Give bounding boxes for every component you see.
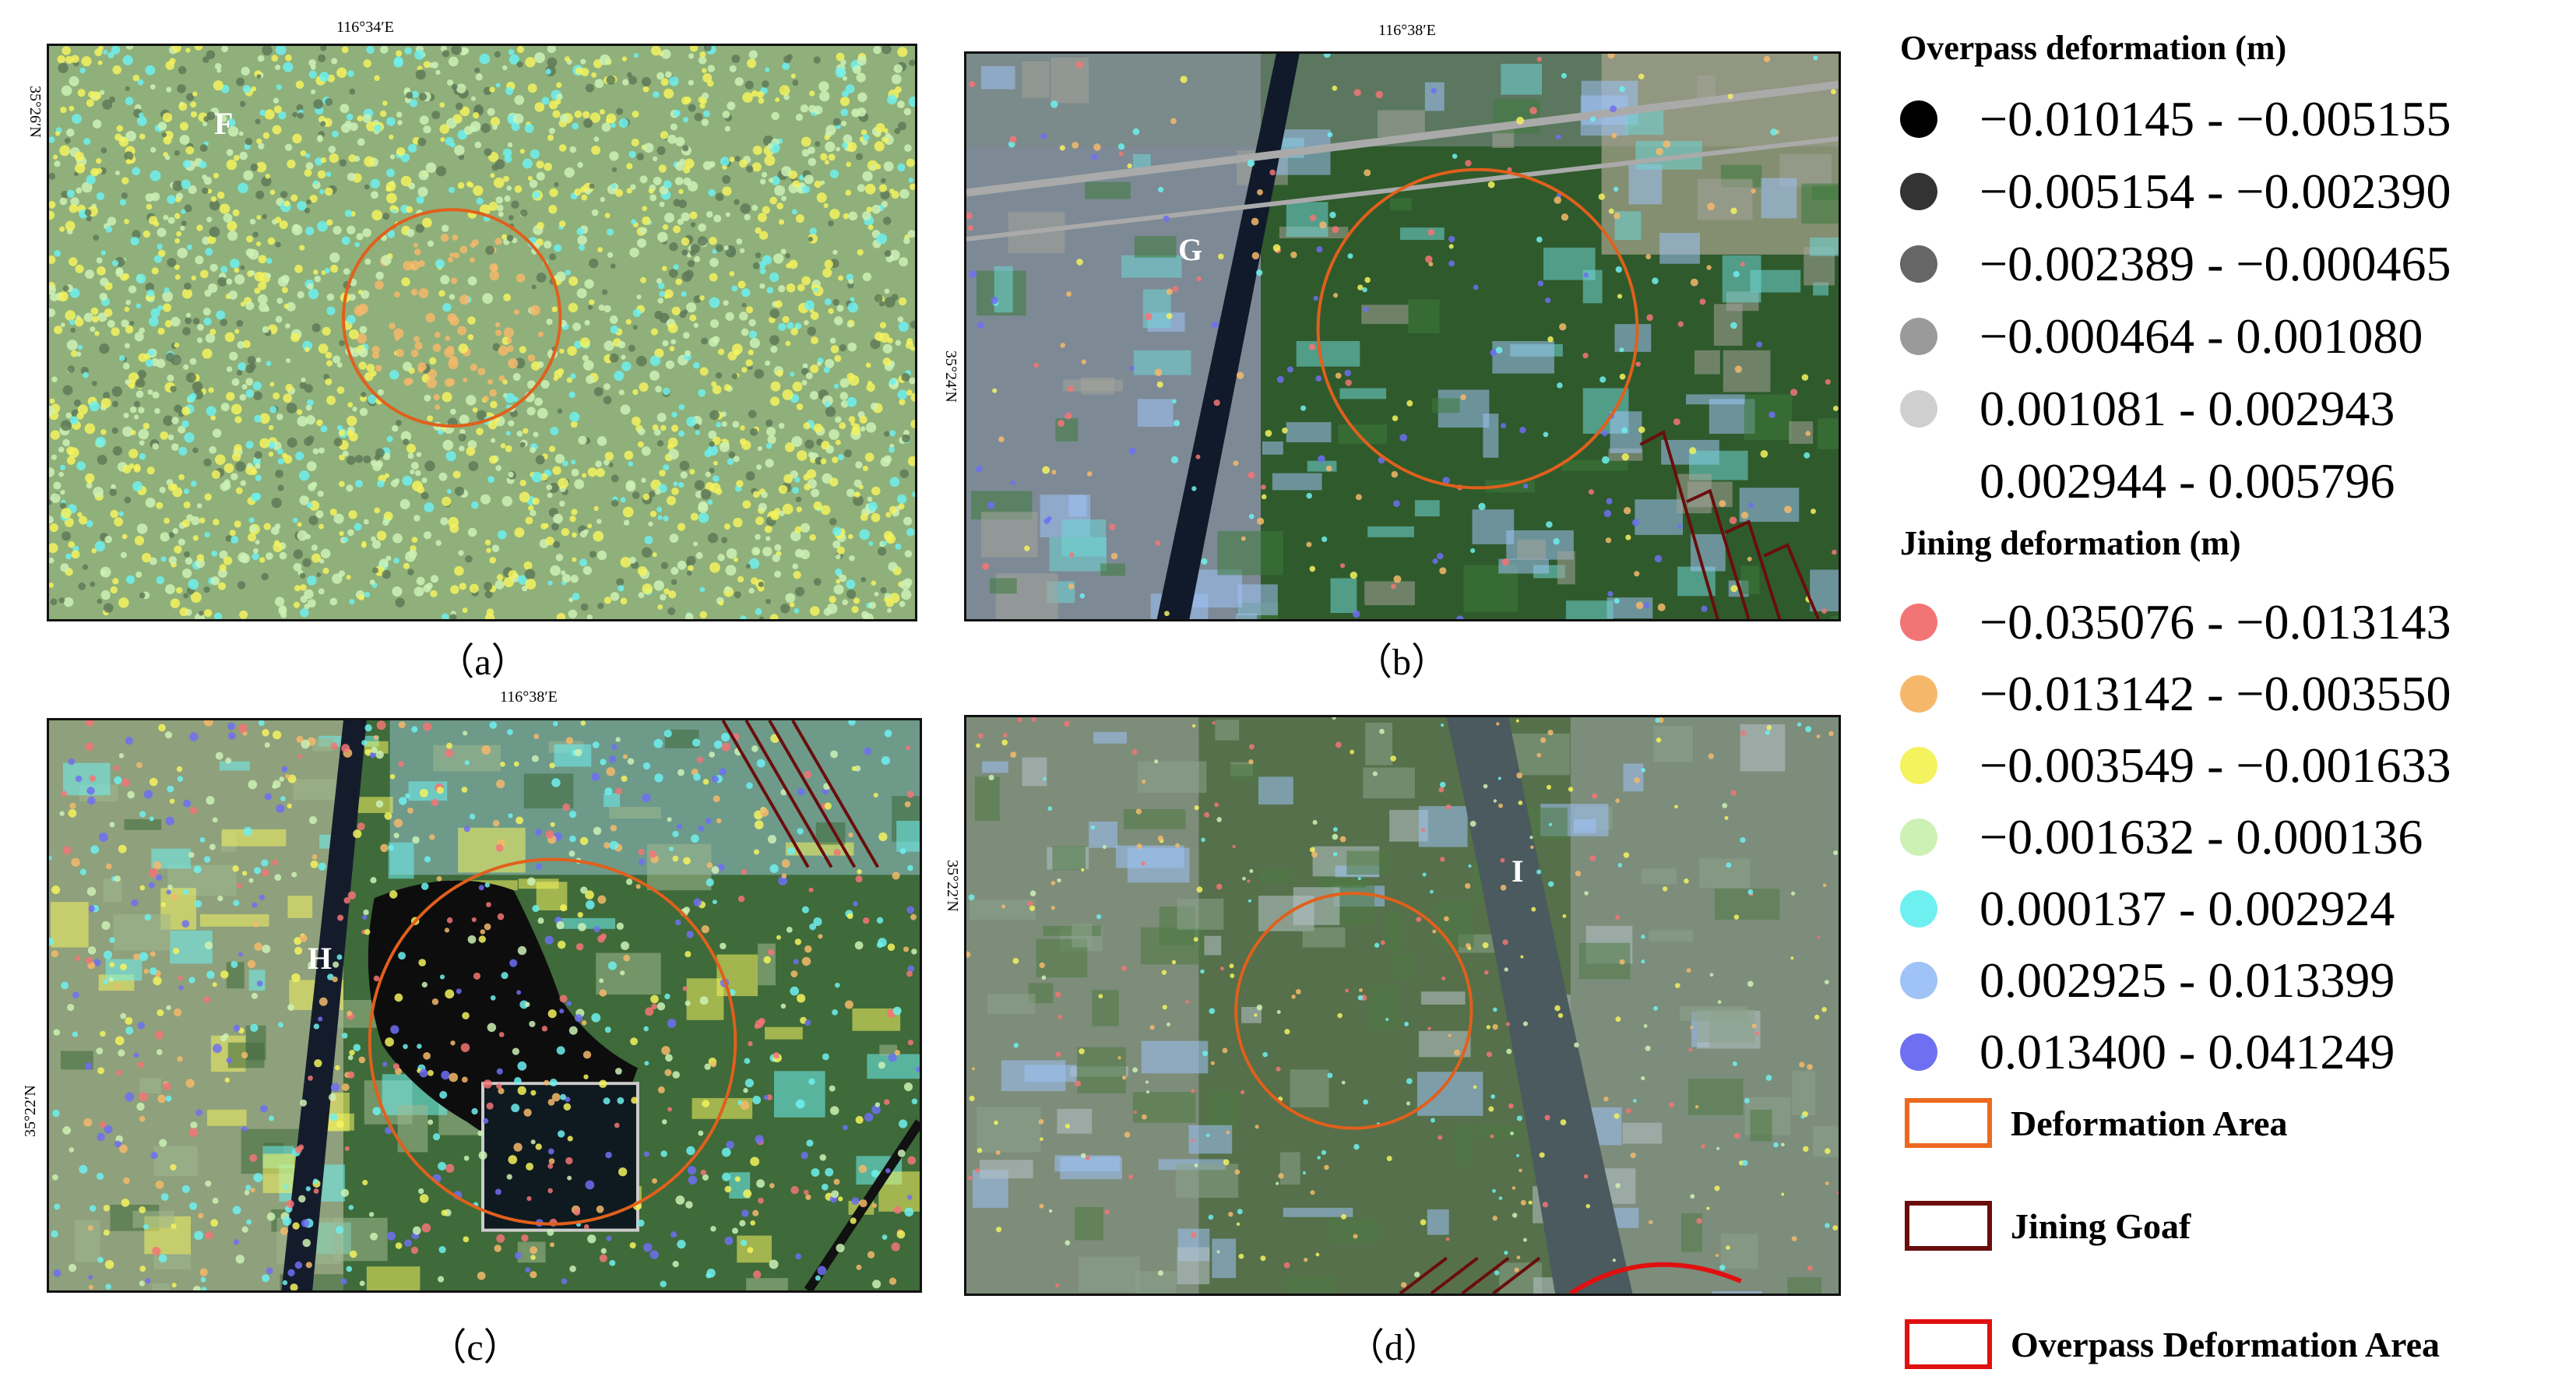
legend-range-label: −0.001632 - 0.000136 — [1980, 809, 2423, 864]
legend-range-label: 0.002944 - 0.005796 — [1980, 453, 2395, 509]
legend-area-label: Jining Goaf — [2011, 1206, 2191, 1246]
latitude-label-d: 35°22′N — [944, 860, 961, 912]
legend-symbol-dot — [1900, 675, 1937, 713]
legend-symbol-dot — [1900, 318, 1937, 355]
legend-row: −0.035076 - −0.013143 — [1900, 594, 2451, 649]
legend-area-label: Overpass Deformation Area — [2011, 1324, 2441, 1364]
legend-range-label: 0.002925 - 0.013399 — [1980, 952, 2395, 1008]
legend-symbol-dot — [1900, 100, 1937, 138]
map-a-image — [49, 46, 915, 619]
jining-goaf-c — [721, 720, 880, 868]
legend-area-box — [1905, 1098, 1992, 1148]
legend-area-row: Overpass Deformation Area — [1905, 1319, 2440, 1369]
legend-row: −0.010145 - −0.005155 — [1900, 91, 2451, 146]
jining-goaf-d — [1399, 1256, 1541, 1294]
longitude-label-b: 116°38′E — [1378, 22, 1436, 39]
legend-symbol-dot — [1900, 747, 1937, 784]
map-d-image — [966, 717, 1839, 1294]
legend-symbol-dot — [1900, 1033, 1937, 1071]
legend-row: 0.000137 - 0.002924 — [1900, 881, 2395, 936]
legend-row: −0.000464 - 0.001080 — [1900, 308, 2423, 364]
map-panel-d: I — [964, 715, 1841, 1296]
legend-range-label: −0.000464 - 0.001080 — [1980, 308, 2423, 364]
deformation-area-circle-b — [1316, 167, 1639, 490]
legend-row: −0.005154 - −0.002390 — [1900, 164, 2451, 219]
caption-a: （a） — [437, 642, 529, 683]
legend-range-label: −0.013142 - −0.003550 — [1980, 666, 2451, 721]
legend-range-label: −0.002389 - −0.000465 — [1980, 236, 2451, 291]
legend-range-label: −0.003549 - −0.001633 — [1980, 737, 2451, 793]
legend-symbol-dot — [1900, 245, 1937, 283]
legend-range-label: −0.005154 - −0.002390 — [1980, 164, 2451, 219]
latitude-label-b: 35°24′N — [942, 350, 959, 403]
legend-range-label: 0.001081 - 0.002943 — [1980, 381, 2395, 436]
legend-overpass-title: Overpass deformation (m) — [1900, 29, 2287, 67]
legend-area-box — [1905, 1201, 1992, 1251]
legend-range-label: −0.010145 - −0.005155 — [1980, 91, 2451, 146]
map-b-image — [966, 54, 1839, 619]
deformation-area-circle-d — [1234, 892, 1473, 1130]
legend-symbol-dot — [1900, 962, 1937, 999]
caption-b: （b） — [1354, 642, 1448, 683]
longitude-label-a: 116°34′E — [336, 19, 394, 36]
legend-area-row: Deformation Area — [1905, 1098, 2288, 1148]
legend-range-label: −0.035076 - −0.013143 — [1980, 594, 2451, 649]
caption-d: （d） — [1346, 1327, 1441, 1368]
legend-range-label: 0.000137 - 0.002924 — [1980, 881, 2395, 936]
point-label-g: G — [1178, 232, 1203, 267]
point-label-i: I — [1511, 854, 1524, 889]
legend-jining-title: Jining deformation (m) — [1900, 524, 2241, 562]
legend-row: −0.002389 - −0.000465 — [1900, 236, 2451, 291]
legend-area-row: Jining Goaf — [1905, 1201, 2191, 1251]
canal-b — [1156, 54, 1300, 619]
map-c-image — [49, 720, 920, 1290]
latitude-label-a: 35°26′N — [26, 86, 44, 138]
deformation-area-circle-a — [341, 208, 562, 428]
legend-symbol-dot — [1900, 818, 1937, 856]
legend-symbol-dot — [1900, 390, 1937, 428]
legend-symbol-dot — [1900, 604, 1937, 641]
legend-row: 0.001081 - 0.002943 — [1900, 381, 2395, 436]
legend-range-label: 0.013400 - 0.041249 — [1980, 1024, 2395, 1079]
legend-area-label: Deformation Area — [2011, 1103, 2288, 1143]
legend-area-box — [1905, 1319, 1992, 1369]
legend-symbol-dot — [1900, 173, 1937, 210]
point-label-f: F — [214, 106, 234, 141]
map-panel-c: H — [47, 718, 922, 1293]
jining-goaf-b — [1639, 430, 1820, 619]
latitude-label-c: 35°22′N — [22, 1085, 39, 1137]
legend-row: −0.013142 - −0.003550 — [1900, 666, 2451, 721]
legend-symbol-dot — [1900, 890, 1937, 928]
legend-row: −0.003549 - −0.001633 — [1900, 737, 2451, 793]
map-panel-b: G — [964, 51, 1841, 621]
deformation-area-circle-c — [368, 857, 737, 1226]
legend-row: 0.013400 - 0.041249 — [1900, 1024, 2395, 1079]
longitude-label-c: 116°38′E — [500, 688, 558, 706]
legend-symbol-dot — [1900, 463, 1937, 500]
overpass-deformation-area-d — [1569, 1262, 1742, 1294]
legend-row: 0.002925 - 0.013399 — [1900, 952, 2395, 1008]
point-label-h: H — [308, 941, 333, 976]
map-panel-a: F — [47, 44, 917, 621]
legend-row: −0.001632 - 0.000136 — [1900, 809, 2423, 864]
caption-c: （c） — [429, 1327, 521, 1368]
river-d — [1446, 717, 1633, 1294]
legend-row: 0.002944 - 0.005796 — [1900, 453, 2395, 509]
